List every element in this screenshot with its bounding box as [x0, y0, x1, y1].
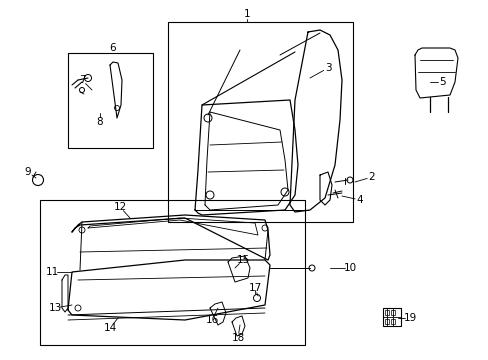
Bar [168, 22, 352, 222]
Bar [384, 319, 388, 324]
Bar [384, 310, 388, 315]
Text: 1: 1 [243, 9, 250, 19]
Text: 18: 18 [231, 333, 244, 343]
Text: 5: 5 [439, 77, 446, 87]
Text: 6: 6 [109, 43, 116, 53]
Text: 8: 8 [97, 117, 103, 127]
Bar [68, 53, 153, 148]
Bar [40, 200, 305, 345]
Text: 17: 17 [248, 283, 261, 293]
Text: 13: 13 [48, 303, 61, 313]
Text: 11: 11 [45, 267, 59, 277]
Text: 14: 14 [103, 323, 116, 333]
Bar [390, 310, 394, 315]
Bar [382, 308, 400, 326]
Text: 10: 10 [343, 263, 356, 273]
Text: 2: 2 [368, 172, 375, 182]
Text: 12: 12 [113, 202, 126, 212]
Text: 16: 16 [205, 315, 218, 325]
Text: 9: 9 [24, 167, 31, 177]
Bar [390, 319, 394, 324]
Text: 7: 7 [79, 75, 85, 85]
Text: 3: 3 [324, 63, 331, 73]
Text: 15: 15 [236, 255, 249, 265]
Text: 4: 4 [356, 195, 363, 205]
Text: 19: 19 [403, 313, 416, 323]
